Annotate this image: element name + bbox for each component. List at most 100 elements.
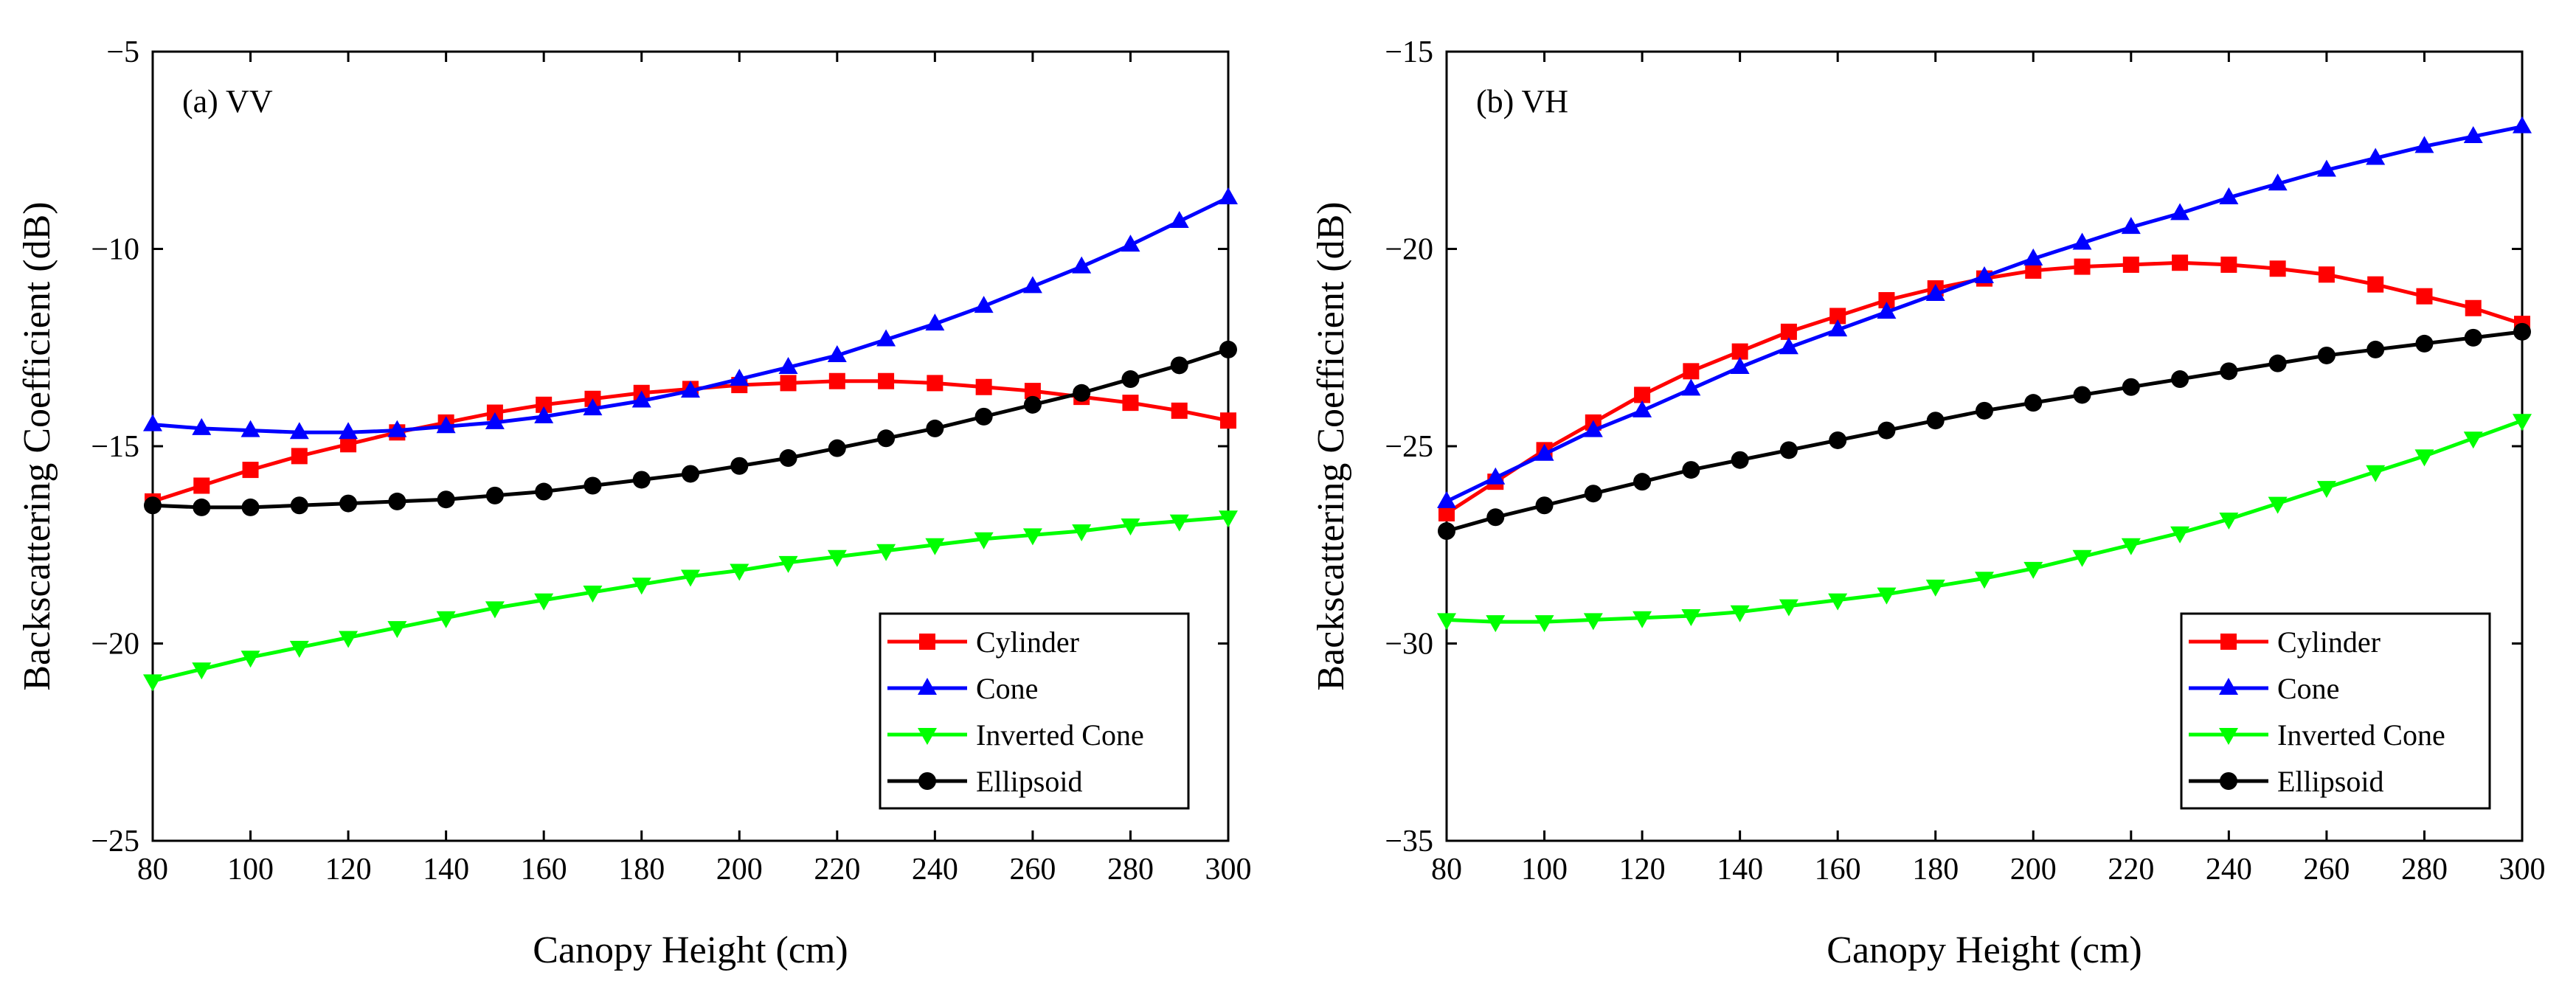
y-tick-label: −15 [91,430,139,464]
data-point [2415,334,2434,353]
legend-item: Cone [887,672,1038,705]
data-point [2464,328,2482,347]
legend-marker [918,772,936,790]
data-point [2172,254,2189,271]
data-point [388,492,406,510]
data-point [1023,395,1042,414]
data-point [1681,378,1701,396]
data-point [1877,421,1896,440]
legend-marker [918,678,937,695]
data-point [730,369,749,386]
data-point [2122,378,2140,396]
data-point [1925,284,1945,302]
y-tick-label: −10 [91,233,139,267]
data-point [437,490,455,509]
y-tick-label: −20 [1385,233,1433,267]
data-point [828,439,846,457]
data-point [1219,187,1238,204]
data-point [2268,173,2288,191]
data-point [876,329,896,347]
y-tick-label: −30 [1385,628,1433,662]
legend-item: Cylinder [887,625,1079,659]
x-tick-label: 280 [1107,853,1154,887]
data-point [1122,395,1139,412]
data-point [2170,526,2190,544]
data-point [1437,613,1456,631]
legend-label: Cylinder [976,625,1079,659]
data-point [485,486,504,504]
data-point [534,406,554,423]
data-point [2122,256,2139,273]
data-point [2025,262,2042,279]
data-point [2170,203,2190,221]
legend-item: Ellipsoid [2189,765,2383,798]
data-point [1779,441,1798,459]
data-point [2463,431,2483,449]
data-point [631,390,651,408]
data-point [535,482,553,501]
legend-marker [2219,678,2238,695]
data-point [2416,288,2433,305]
y-tick-label: −25 [91,825,139,858]
data-point [2220,256,2237,273]
data-point [387,621,407,639]
data-point [927,375,944,392]
x-tick-label: 120 [325,853,372,887]
data-point [2317,346,2336,364]
y-axis-title: Backscattering Coefficient (dB) [16,201,58,690]
data-point [681,381,700,398]
x-tick-label: 80 [1431,853,1462,887]
x-tick-label: 300 [1205,853,1252,887]
data-point [2465,299,2482,316]
series-inverted-cone [143,510,1238,692]
data-point [2513,116,2532,133]
data-point [2219,512,2239,530]
data-point [1583,420,1603,437]
data-point [1975,572,1994,589]
x-tick-label: 200 [2010,853,2057,887]
data-point [1534,615,1554,633]
data-point [974,296,994,313]
data-point [828,372,845,389]
data-point [2513,322,2531,341]
data-point [975,378,992,395]
data-point [2268,496,2288,514]
data-point [1169,514,1189,532]
data-point [926,419,944,437]
data-point [1634,386,1651,403]
legend-item: Inverted Cone [2189,718,2445,752]
data-point [730,563,749,581]
legend: Cylinder Cone Inverted Cone Ellipsoid [2180,612,2491,810]
y-axis-title: Backscattering Coefficient (dB) [1310,201,1352,690]
data-point [2220,362,2238,381]
data-point [925,538,945,555]
data-point [878,372,895,389]
legend-marker [2220,634,2237,650]
legend-item: Ellipsoid [887,765,1082,798]
data-point [1681,609,1701,627]
x-tick-label: 100 [227,853,274,887]
legend-marker [918,728,937,745]
series-cone [143,187,1238,440]
panel-label: (a) VV [182,83,273,119]
data-point [2318,266,2335,283]
data-point [1632,611,1652,628]
data-point [1584,485,1602,503]
data-point [974,532,994,549]
data-point [2316,159,2336,177]
data-point [583,398,603,416]
data-point [1486,467,1506,485]
data-point [340,436,357,453]
data-point [144,496,162,515]
x-tick-label: 80 [137,853,168,887]
x-tick-label: 240 [2206,853,2252,887]
y-tick-label: −25 [1385,430,1433,464]
data-point [632,471,651,489]
data-point [387,420,407,437]
data-point [1170,356,1188,375]
data-point [143,414,162,431]
data-point [1438,504,1455,521]
legend-marker [2220,772,2237,790]
data-point [631,577,651,595]
data-point [339,494,358,513]
